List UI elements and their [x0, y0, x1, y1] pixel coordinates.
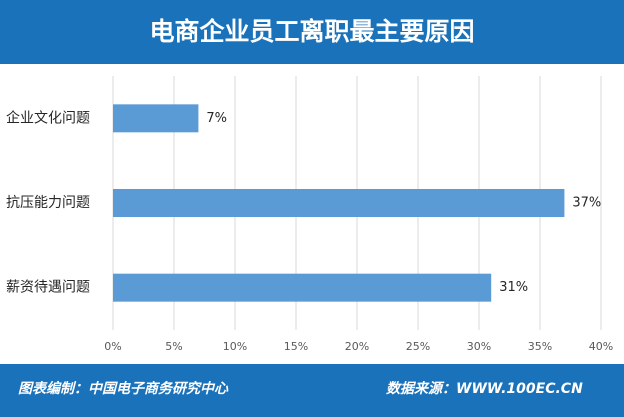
bar — [113, 189, 565, 217]
y-tick-label: 抗压能力问题 — [6, 195, 90, 211]
x-tick-label: 0% — [104, 340, 121, 353]
y-tick-label: 企业文化问题 — [6, 109, 90, 126]
x-tick-label: 30% — [467, 340, 491, 353]
bar — [113, 104, 199, 133]
chart-title: 电商企业员工离职最主要原因 — [149, 17, 474, 46]
x-tick-label: 35% — [528, 340, 552, 353]
value-label: 7% — [206, 111, 227, 126]
x-tick-label: 10% — [223, 340, 247, 353]
footer-right: 数据来源：WWW.100EC.CN — [386, 380, 583, 397]
y-tick-label: 薪资待遇问题 — [6, 280, 90, 296]
footer-left: 图表编制：中国电子商务研究中心 — [18, 380, 229, 397]
header-bar — [0, 0, 624, 64]
x-tick-label: 40% — [589, 340, 613, 353]
footer-bar — [0, 364, 624, 417]
x-tick-label: 25% — [406, 340, 430, 353]
value-label: 31% — [499, 280, 528, 295]
x-tick-label: 15% — [284, 340, 308, 353]
bar — [113, 273, 492, 302]
x-tick-label: 5% — [165, 340, 182, 353]
value-label: 37% — [572, 196, 601, 211]
x-tick-label: 20% — [345, 340, 369, 353]
